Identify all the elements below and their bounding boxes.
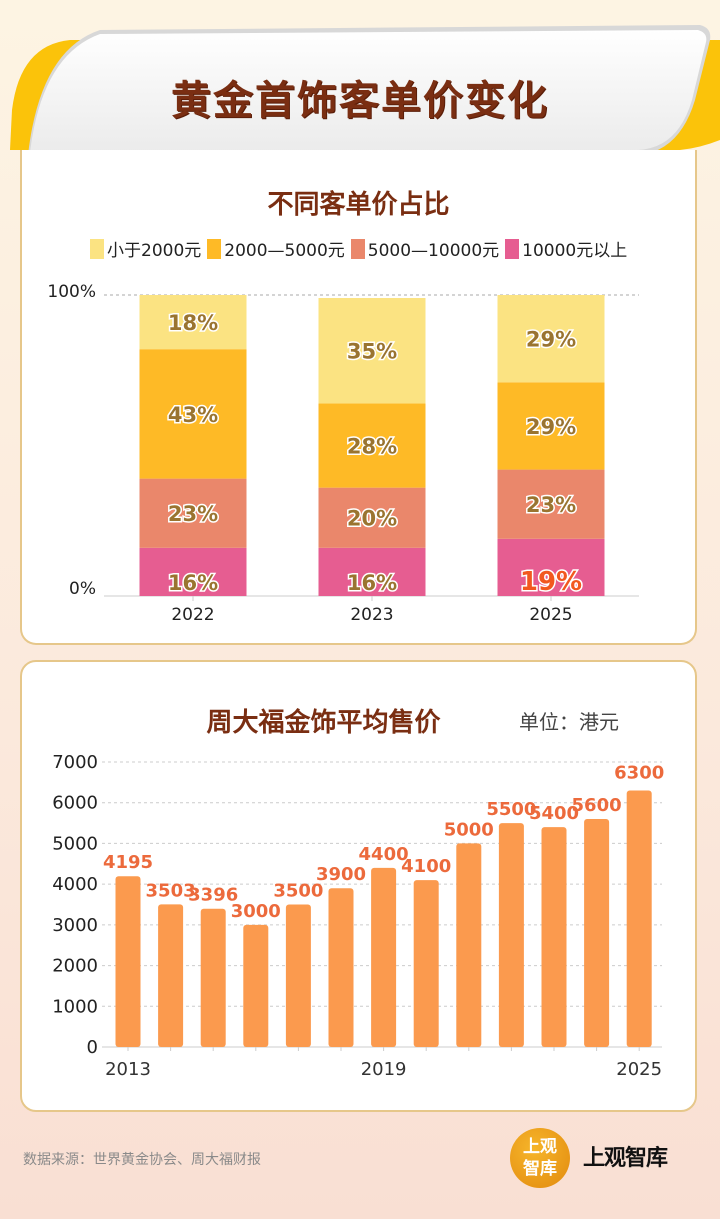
banner-shape [10, 25, 720, 155]
bar [285, 904, 311, 1047]
stacked-segment [139, 349, 247, 479]
legend-label: 5000—10000元 [367, 241, 500, 261]
chart1-legend: 小于2000元 2000—5000元 5000—10000元 10000元以上 [90, 236, 627, 261]
stacked-bar-chart: 100% 0% 16% 23% 43% 18% 2022 16% 20% 28% 35% 2023 19… [47, 282, 639, 625]
bar-value-label: 3500 [273, 881, 323, 902]
bar-value-label: 5400 [529, 803, 579, 824]
stacked-segment [318, 547, 426, 596]
y-tick-label: 6000 [52, 793, 98, 814]
unit-label: 单位：港元 [519, 710, 619, 734]
bar [413, 880, 439, 1047]
bar-value-label: 3503 [146, 880, 196, 901]
bar-value-label: 4100 [401, 856, 451, 877]
header-banner: 黄金首饰客单价变化 [0, 0, 720, 170]
legend-swatch [90, 238, 104, 259]
y-tick-label: 5000 [52, 833, 98, 854]
stacked-segment [139, 295, 247, 350]
stacked-segment [139, 478, 247, 548]
legend-item-lt2000: 小于2000元 [90, 236, 201, 261]
logo-text: 上观智库 [583, 1146, 668, 1171]
segment-value-label: 43% [168, 403, 218, 427]
stacked-segment [318, 487, 426, 548]
stacked-segment [497, 295, 605, 383]
stacked-chart-card: 不同客单价占比 小于2000元 2000—5000元 5000—10000元 1… [20, 150, 697, 645]
segment-value-label: 16% [168, 571, 218, 595]
chart2-title: 周大福金饰平均售价 [206, 708, 441, 738]
bar-value-label: 5600 [572, 795, 622, 816]
bar-value-label: 3396 [188, 885, 238, 906]
stacked-segment [318, 403, 426, 488]
y-tick-label: 3000 [52, 915, 98, 936]
bar [498, 823, 524, 1047]
legend-item-gt10000: 10000元以上 [505, 236, 627, 261]
logo-badge: 上观 智库 [510, 1128, 570, 1188]
x-tick-label: 2013 [105, 1059, 151, 1080]
stacked-segment [318, 298, 426, 404]
page-title: 黄金首饰客单价变化 [171, 78, 549, 124]
legend-swatch [505, 238, 520, 259]
y-tick-label: 0 [87, 1037, 98, 1058]
legend-label: 小于2000元 [107, 241, 202, 261]
bar [584, 819, 610, 1047]
x-tick-label: 2019 [361, 1059, 407, 1080]
stacked-segment [497, 538, 605, 596]
logo-badge-line1: 上观 [523, 1137, 557, 1157]
bar-value-label: 4195 [103, 852, 153, 873]
x-tick-label: 2025 [529, 605, 572, 625]
legend-label: 10000元以上 [522, 241, 628, 261]
stacked-segment [497, 382, 605, 470]
x-tick-label: 2023 [350, 605, 393, 625]
y-tick-label: 0% [69, 579, 96, 599]
bar-value-label: 6300 [614, 763, 664, 784]
logo-badge-line2: 智库 [523, 1159, 557, 1179]
bar [115, 876, 141, 1047]
legend-label: 2000—5000元 [224, 241, 345, 261]
segment-value-label: 28% [347, 435, 397, 459]
bar [371, 867, 397, 1047]
bar-value-label: 5000 [444, 819, 494, 840]
y-tick-label: 100% [47, 282, 96, 302]
segment-value-label: 20% [347, 507, 397, 531]
chart1-title: 不同客单价占比 [267, 190, 450, 220]
bar-value-label: 5500 [486, 799, 536, 820]
y-tick-label: 2000 [52, 956, 98, 977]
data-source: 数据来源：世界黄金协会、周大福财报 [23, 1152, 261, 1168]
segment-value-label: 29% [526, 328, 576, 352]
bar [328, 888, 354, 1047]
segment-value-label: 16% [347, 571, 397, 595]
segment-value-label: 23% [526, 493, 576, 517]
segment-value-label: 23% [168, 502, 218, 526]
legend-swatch [350, 238, 365, 259]
y-tick-label: 4000 [52, 874, 98, 895]
x-tick-label: 2022 [171, 605, 214, 625]
bar [541, 827, 567, 1047]
stacked-segment [139, 547, 247, 596]
segment-value-label: 18% [168, 311, 218, 335]
segment-value-label: 19% [520, 567, 582, 597]
bar-chart-card: 周大福金饰平均售价 单位：港元 0 1000 2000 3000 4000 5000 600… [20, 660, 697, 1112]
x-tick-label: 2025 [616, 1059, 662, 1080]
legend-item-5000-10000: 5000—10000元 [350, 236, 500, 261]
bar [200, 908, 226, 1047]
bar-value-label: 4400 [359, 844, 409, 865]
y-tick-label: 7000 [52, 752, 98, 773]
bar [158, 904, 184, 1047]
segment-value-label: 35% [347, 340, 397, 364]
y-tick-label: 1000 [52, 996, 98, 1017]
avg-price-bar-chart: 0 1000 2000 3000 4000 5000 6000 7000 4195 2013 350… [52, 752, 664, 1080]
legend-swatch [207, 238, 222, 259]
stacked-segment [497, 469, 605, 539]
segment-value-label: 29% [526, 415, 576, 439]
bar [456, 843, 482, 1047]
bar-value-label: 3900 [316, 864, 366, 885]
bar [626, 790, 652, 1047]
bar [243, 924, 269, 1047]
bar-value-label: 3000 [231, 901, 281, 922]
legend-item-2000-5000: 2000—5000元 [207, 236, 345, 261]
